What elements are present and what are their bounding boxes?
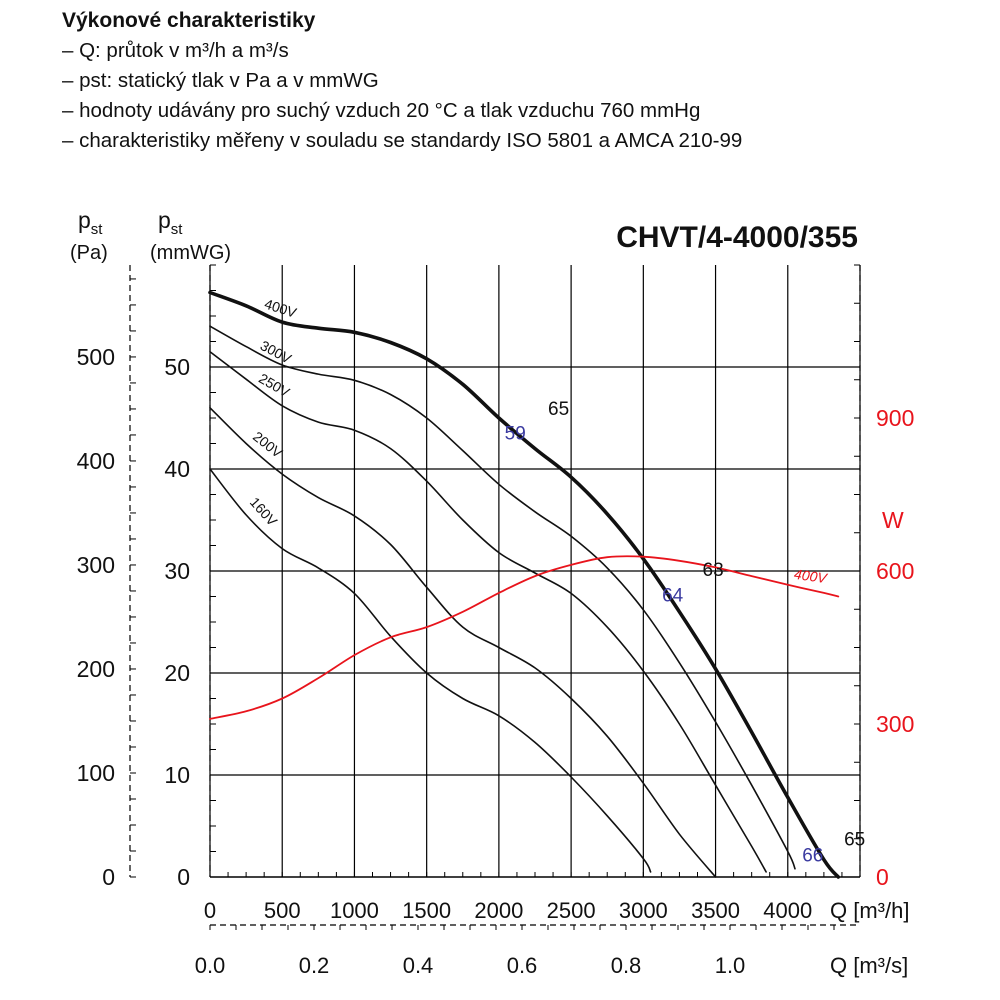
- x-tick-label: 4000: [763, 898, 812, 923]
- curve-label: 160V: [247, 494, 281, 529]
- header-line-pressure: – pst: statický tlak v Pa a v mmWG: [62, 69, 379, 92]
- x-secondary-tick-label: 1.0: [715, 953, 746, 978]
- power-tick-label: 900: [876, 405, 914, 431]
- x-secondary-tick-label: 0.6: [507, 953, 538, 978]
- pa-axis-title-unit: (Pa): [70, 242, 108, 264]
- series-layer: [208, 290, 841, 879]
- noise-level-label: 64: [662, 586, 684, 607]
- mmwg-tick-label: 40: [164, 456, 190, 482]
- pa-tick-label: 300: [77, 552, 115, 578]
- x-secondary-tick-label: 0.8: [611, 953, 642, 978]
- noise-level-label: 59: [505, 423, 526, 444]
- x-axis-secondary-label: Q [m³/s]: [830, 953, 908, 978]
- header-line-flow: – Q: průtok v m³/h a m³/s: [62, 39, 289, 62]
- x-axis-label: Q [m³/h]: [830, 898, 909, 923]
- pressure-curve-400V: [208, 290, 841, 879]
- x-tick-label: 3500: [691, 898, 740, 923]
- x-tick-label: 3000: [619, 898, 668, 923]
- pa-tick-label: 500: [77, 344, 115, 370]
- pa-tick-label: 400: [77, 448, 115, 474]
- noise-level-label: 63: [703, 560, 724, 581]
- x-tick-label: 2000: [474, 898, 523, 923]
- x-tick-label: 1000: [330, 898, 379, 923]
- mmwg-tick-label: 20: [164, 660, 190, 686]
- noise-level-label: 65: [548, 399, 569, 420]
- grid: [129, 264, 861, 930]
- power-tick-label: 600: [876, 558, 914, 584]
- curve-label: 200V: [250, 428, 286, 461]
- pa-tick-label: 200: [77, 656, 115, 682]
- pressure-curve-160V: [209, 468, 652, 873]
- mmwg-tick-label: 10: [164, 762, 190, 788]
- power-curve-400V: [209, 555, 840, 720]
- power-axis-title: W: [882, 507, 904, 533]
- pressure-curve-250V: [209, 350, 767, 873]
- pa-tick-label: 0: [102, 864, 115, 890]
- x-tick-label: 500: [264, 898, 301, 923]
- pressure-curve-300V: [209, 325, 796, 870]
- pressure-curve-200V: [209, 407, 717, 878]
- mmwg-tick-label: 50: [164, 354, 190, 380]
- header-title: Výkonové charakteristiky: [62, 9, 316, 32]
- x-tick-label: 1500: [402, 898, 451, 923]
- header-line-conditions: – hodnoty udávány pro suchý vzduch 20 °C…: [62, 99, 701, 122]
- mmwg-tick-label: 0: [177, 864, 190, 890]
- x-secondary-tick-label: 0.2: [299, 953, 330, 978]
- pa-axis-title: pst: [78, 207, 103, 238]
- x-secondary-tick-label: 0.0: [195, 953, 226, 978]
- mmwg-tick-label: 30: [164, 558, 190, 584]
- power-tick-label: 0: [876, 864, 889, 890]
- noise-level-label: 65: [844, 829, 865, 850]
- curve-label: 250V: [256, 370, 293, 401]
- chart-title: CHVT/4-4000/355: [616, 221, 858, 254]
- mmwg-axis-title-unit: (mmWG): [150, 242, 231, 264]
- curve-label: 400V: [793, 566, 829, 587]
- noise-level-label: 66: [802, 846, 823, 867]
- power-tick-label: 300: [876, 711, 914, 737]
- label-layer: 0 500 1000 1500 2000 2500 3000 3500 4000 Q [m³/h]…: [70, 207, 914, 978]
- x-tick-label: 2500: [547, 898, 596, 923]
- header: Výkonové charakteristiky – Q: průtok v m…: [62, 6, 962, 156]
- x-secondary-tick-label: 0.4: [403, 953, 434, 978]
- mmwg-axis-title: pst: [158, 207, 183, 238]
- pa-tick-label: 100: [77, 760, 115, 786]
- x-tick-label: 0: [204, 898, 216, 923]
- header-line-standards: – charakteristiky měřeny v souladu se st…: [62, 129, 743, 152]
